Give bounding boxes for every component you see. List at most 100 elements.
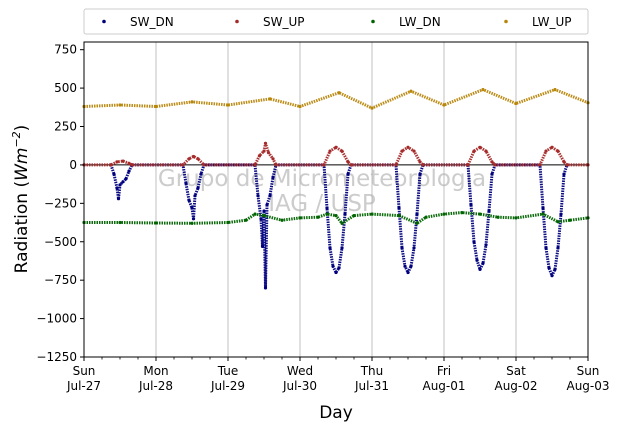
data-point [352, 214, 356, 218]
data-point [112, 172, 116, 176]
series-sw-up [82, 141, 590, 167]
data-point [331, 264, 335, 268]
x-tick-day: Mon [143, 364, 168, 378]
data-point [190, 206, 194, 210]
data-point [118, 103, 122, 107]
data-point [121, 159, 125, 163]
legend-label: LW_DN [399, 15, 441, 29]
x-tick-date: Jul-29 [210, 379, 245, 393]
y-tick-label: 250 [54, 120, 77, 134]
data-point [469, 203, 473, 207]
y-tick-label: −1250 [36, 350, 77, 364]
data-point [394, 163, 398, 167]
data-point [568, 218, 572, 222]
data-point [397, 214, 401, 218]
data-point [442, 103, 446, 107]
data-point [184, 181, 188, 185]
data-point [559, 212, 563, 216]
data-point [193, 194, 197, 198]
data-point [325, 212, 329, 216]
data-point [346, 172, 350, 176]
data-point [421, 163, 425, 167]
data-point [298, 216, 302, 220]
data-point [328, 246, 332, 250]
data-point [541, 206, 545, 210]
data-point [478, 267, 482, 271]
data-point [490, 172, 494, 176]
data-point [262, 214, 266, 218]
x-tick-day: Sun [73, 364, 96, 378]
data-point [340, 246, 344, 250]
data-point [349, 163, 353, 167]
y-tick-label: −500 [44, 235, 77, 249]
data-point [280, 218, 284, 222]
data-point [460, 211, 464, 215]
data-point [370, 212, 374, 216]
data-point [565, 163, 569, 167]
data-point [226, 103, 230, 107]
data-point [154, 221, 158, 225]
data-point [268, 194, 272, 198]
data-point [553, 88, 557, 92]
data-point [370, 106, 374, 110]
data-point [325, 206, 329, 210]
data-point [466, 163, 470, 167]
data-point [409, 89, 413, 93]
data-point [400, 246, 404, 250]
legend-label: LW_UP [532, 15, 571, 29]
data-point [397, 206, 401, 210]
data-point [263, 286, 268, 290]
data-point [490, 160, 494, 164]
data-point [556, 220, 560, 224]
legend-frame [83, 8, 589, 35]
legend: SW_DN SW_UP LW_DN LW_UP [83, 8, 589, 35]
data-point [115, 160, 119, 164]
data-point [487, 209, 491, 213]
data-point [496, 215, 500, 219]
y-axis-label: Radiation (Wm−2) [10, 125, 32, 274]
data-point [316, 215, 320, 219]
watermark-line-1: Grupo de Micrometeorologia [158, 166, 486, 192]
y-axis-label-unit: Wm [12, 148, 32, 181]
data-point [412, 246, 416, 250]
data-point [493, 163, 497, 167]
x-tick-day: Wed [287, 364, 313, 378]
data-point [226, 220, 230, 225]
data-point [340, 221, 344, 225]
x-axis-label: Day [319, 403, 353, 423]
data-point [124, 177, 128, 181]
data-point [271, 175, 275, 179]
data-point [472, 240, 476, 244]
y-tick-label: −750 [44, 273, 77, 287]
y-axis-label-exponent: −2 [10, 131, 23, 147]
series-trail [84, 211, 589, 225]
data-point [514, 101, 518, 106]
data-point [154, 104, 158, 109]
data-point [346, 160, 350, 164]
data-point [337, 266, 341, 270]
data-point [274, 163, 278, 167]
data-point [268, 97, 272, 101]
data-point [191, 217, 196, 221]
data-point [190, 221, 194, 225]
data-point [418, 160, 422, 164]
y-tick-label: 750 [54, 43, 77, 57]
x-tick-day: Sat [506, 364, 526, 378]
data-point [424, 215, 428, 219]
data-point [298, 104, 302, 109]
data-point [260, 244, 265, 248]
data-point [130, 163, 134, 167]
data-point [406, 270, 410, 275]
data-point [196, 186, 200, 190]
data-point [481, 88, 485, 92]
data-point [541, 212, 545, 216]
x-tick-date: Jul-28 [138, 379, 173, 393]
x-tick-day: Thu [360, 364, 384, 378]
data-point [406, 145, 410, 149]
x-tick-day: Sun [577, 364, 600, 378]
data-point [202, 163, 206, 167]
data-point [256, 194, 260, 198]
data-point [199, 172, 203, 176]
series-lw-up [82, 88, 590, 110]
data-point [181, 163, 185, 167]
